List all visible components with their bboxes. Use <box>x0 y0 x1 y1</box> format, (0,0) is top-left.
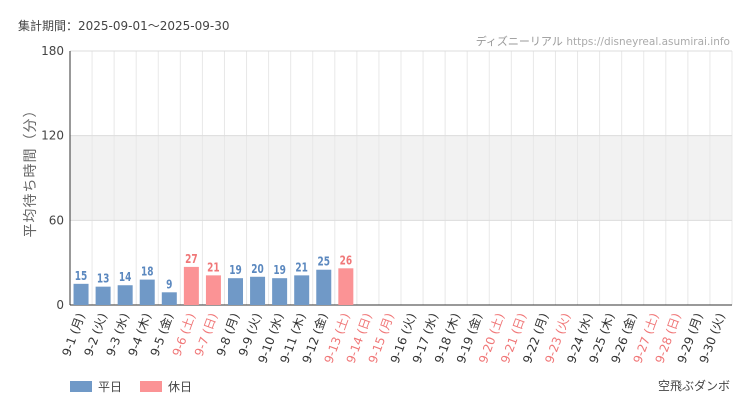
site-credit: ディズニーリアル https://disneyreal.asumirai.inf… <box>476 33 730 49</box>
data-label: 20 <box>251 262 264 276</box>
bar <box>139 279 155 305</box>
data-label: 13 <box>97 272 110 286</box>
y-tick-label: 0 <box>56 298 64 312</box>
data-label: 21 <box>295 260 308 274</box>
bar <box>294 275 310 305</box>
bar <box>95 286 111 305</box>
legend-holiday-label: 休日 <box>168 380 193 394</box>
data-label: 14 <box>119 270 132 284</box>
data-label: 15 <box>75 269 88 283</box>
legend-weekday-swatch <box>70 381 92 392</box>
bar <box>183 266 199 305</box>
data-label: 26 <box>340 253 353 267</box>
data-label: 25 <box>318 255 331 269</box>
y-tick-label: 60 <box>49 213 64 227</box>
bar <box>117 285 133 305</box>
site-name: ディズニーリアル <box>475 35 563 48</box>
legend-weekday-label: 平日 <box>98 380 123 394</box>
bar <box>272 278 288 305</box>
bar <box>316 269 332 305</box>
legend-weekday: 平日 <box>70 378 122 395</box>
data-label: 19 <box>229 263 242 277</box>
data-label: 27 <box>185 252 198 266</box>
bar <box>161 292 177 305</box>
bar <box>338 268 354 305</box>
y-tick-label: 120 <box>41 129 64 143</box>
data-label: 19 <box>273 263 286 277</box>
site-url: https://disneyreal.asumirai.info <box>566 36 730 48</box>
bar <box>250 276 266 305</box>
data-label: 21 <box>207 260 220 274</box>
legend-holiday-swatch <box>140 381 163 392</box>
attraction-name: 空飛ぶダンボ <box>657 379 730 393</box>
data-label: 18 <box>141 265 154 279</box>
bar <box>228 278 243 305</box>
y-tick-label: 180 <box>41 44 64 58</box>
legend: 平日 休日 <box>70 378 210 395</box>
data-label: 9 <box>166 277 172 291</box>
legend-holiday: 休日 <box>140 378 192 395</box>
bar <box>205 275 221 305</box>
bar <box>73 283 89 305</box>
collection-period: 集計期間：2025-09-01〜2025-09-30 <box>18 19 230 33</box>
